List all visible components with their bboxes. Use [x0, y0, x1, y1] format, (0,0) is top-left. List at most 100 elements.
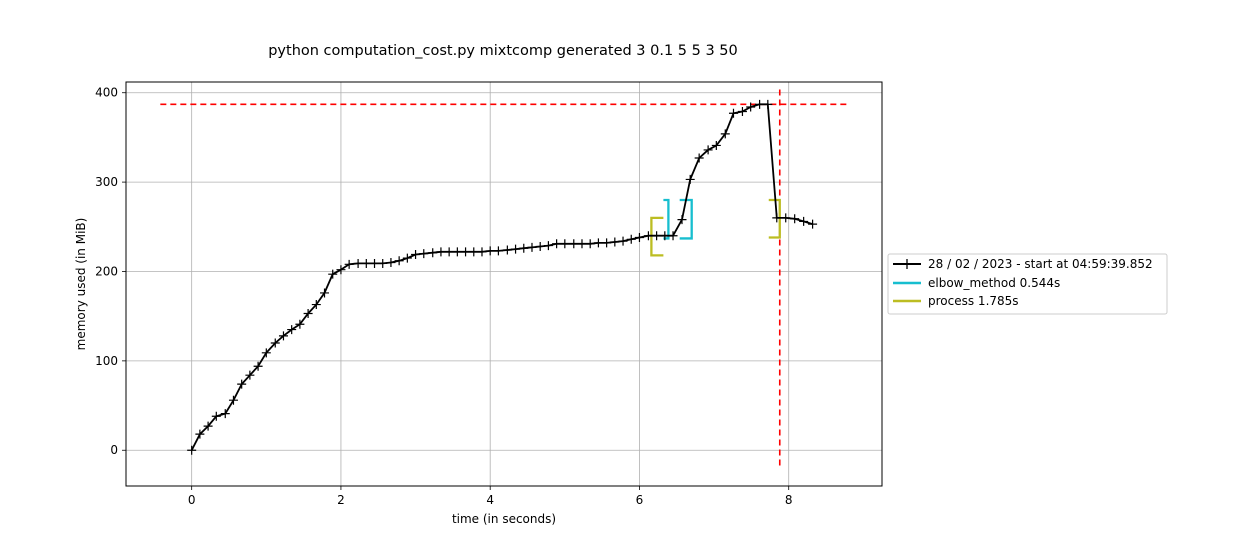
- memory-point-marker: [763, 99, 773, 109]
- memory-point-marker: [220, 409, 230, 419]
- y-tick-label: 300: [95, 175, 118, 189]
- legend: 28 / 02 / 2023 - start at 04:59:39.852 e…: [887, 253, 1168, 315]
- memory-point-marker: [677, 215, 687, 225]
- memory-point-marker: [602, 238, 612, 248]
- memory-point-marker: [411, 250, 421, 260]
- elbow-method-bracket-start: [663, 198, 670, 240]
- memory-point-marker: [361, 258, 371, 268]
- memory-point-marker: [311, 300, 321, 310]
- y-axis-label: memory used (in MiB): [74, 218, 88, 351]
- y-tick-label: 0: [110, 443, 118, 457]
- memory-point-marker: [270, 338, 280, 348]
- memory-point-marker: [336, 265, 346, 275]
- memory-point-marker: [728, 108, 738, 118]
- memory-point-marker: [328, 269, 338, 279]
- plot-area: [126, 82, 882, 486]
- memory-point-marker: [694, 153, 704, 163]
- memory-point-marker: [569, 239, 579, 249]
- memory-point-marker: [535, 241, 545, 251]
- memory-point-marker: [755, 99, 765, 109]
- memory-point-marker: [527, 242, 537, 252]
- memory-point-marker: [344, 259, 354, 269]
- memory-point-marker: [419, 249, 429, 259]
- memory-point-marker: [402, 253, 412, 263]
- memory-point-marker: [469, 247, 479, 257]
- ticks: 0 2 4 6 8 0 100 200 300 400: [95, 86, 792, 507]
- memory-point-marker: [485, 246, 495, 256]
- memory-point-marker: [808, 219, 818, 229]
- memory-point-marker: [370, 258, 380, 268]
- memory-point-marker: [585, 239, 595, 249]
- memory-point-marker: [320, 288, 330, 298]
- memory-point-marker: [461, 247, 471, 257]
- memory-point-marker: [720, 129, 730, 139]
- memory-point-marker: [618, 236, 628, 246]
- x-axis-label: time (in seconds): [452, 512, 556, 526]
- memory-point-marker: [610, 237, 620, 247]
- memory-point-marker: [511, 244, 521, 254]
- memory-point-marker: [772, 213, 782, 223]
- memory-point-marker: [737, 106, 747, 116]
- memory-point-marker: [386, 258, 396, 268]
- memory-point-marker: [652, 231, 662, 241]
- x-tick-label: 8: [785, 493, 793, 507]
- legend-box: [887, 253, 1168, 315]
- memory-point-marker: [799, 216, 809, 226]
- memory-point-marker: [261, 348, 271, 358]
- memory-point-marker: [245, 370, 255, 380]
- memory-point-marker: [790, 214, 800, 224]
- x-tick-label: 2: [337, 493, 345, 507]
- memory-point-marker: [543, 241, 553, 251]
- memory-point-marker: [634, 233, 644, 243]
- memory-point-marker: [711, 140, 721, 150]
- memory-point-marker: [668, 231, 678, 241]
- memory-point-marker: [643, 231, 653, 241]
- memory-point-marker: [211, 411, 221, 421]
- memory-point-marker: [444, 247, 454, 257]
- plot-frame: [125, 81, 883, 487]
- memory-point-marker: [303, 308, 313, 318]
- memory-point-marker: [452, 247, 462, 257]
- memory-point-marker: [436, 247, 446, 257]
- memory-point-marker: [287, 325, 297, 335]
- grid: [126, 82, 882, 486]
- memory-point-marker: [493, 246, 503, 256]
- x-tick-label: 4: [486, 493, 494, 507]
- memory-point-marker: [626, 234, 636, 244]
- x-tick-label: 6: [636, 493, 644, 507]
- y-tick-label: 100: [95, 354, 118, 368]
- memory-point-marker: [394, 256, 404, 266]
- memory-point-marker: [378, 258, 388, 268]
- series-layer: [187, 99, 818, 455]
- memory-point-marker: [577, 239, 587, 249]
- memory-point-marker: [660, 231, 670, 241]
- memory-point-marker: [552, 239, 562, 249]
- y-tick-label: 200: [95, 264, 118, 278]
- legend-label-elbow: elbow_method 0.544s: [928, 276, 1060, 290]
- memory-point-marker: [353, 258, 363, 268]
- legend-marker-memory: [902, 259, 912, 269]
- memory-point-marker: [502, 245, 512, 255]
- memory-point-marker: [685, 174, 695, 184]
- memory-point-marker: [593, 238, 603, 248]
- memory-point-marker: [746, 102, 756, 112]
- x-tick-label: 0: [188, 493, 196, 507]
- memory-point-marker: [560, 239, 570, 249]
- memory-point-marker: [703, 145, 713, 155]
- memory-point-marker: [428, 248, 438, 258]
- memory-point-marker: [187, 445, 197, 455]
- legend-label-memory: 28 / 02 / 2023 - start at 04:59:39.852: [928, 257, 1153, 271]
- memory-point-marker: [203, 421, 213, 431]
- memory-point-marker: [295, 319, 305, 329]
- legend-label-process: process 1.785s: [928, 294, 1019, 308]
- memory-point-marker: [228, 395, 238, 405]
- y-tick-label: 400: [95, 86, 118, 100]
- memory-point-marker: [519, 243, 529, 253]
- highlight-layer: [160, 86, 847, 466]
- chart-title: python computation_cost.py mixtcomp gene…: [268, 43, 738, 59]
- memory-point-marker: [781, 213, 791, 223]
- memory-point-marker: [253, 361, 263, 371]
- memory-point-marker: [237, 379, 247, 389]
- memory-point-marker: [195, 429, 205, 439]
